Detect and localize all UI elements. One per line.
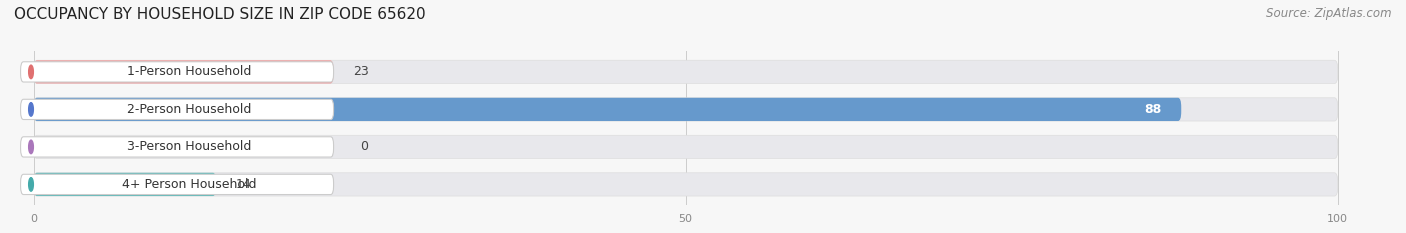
Circle shape [28, 140, 34, 154]
Text: 14: 14 [236, 178, 252, 191]
FancyBboxPatch shape [34, 60, 1337, 83]
FancyBboxPatch shape [21, 99, 333, 120]
Circle shape [28, 178, 34, 191]
FancyBboxPatch shape [34, 60, 333, 83]
Text: 2-Person Household: 2-Person Household [128, 103, 252, 116]
FancyBboxPatch shape [21, 137, 333, 157]
FancyBboxPatch shape [34, 98, 1181, 121]
Text: 3-Person Household: 3-Person Household [128, 140, 252, 153]
FancyBboxPatch shape [21, 62, 333, 82]
FancyBboxPatch shape [34, 173, 217, 196]
Text: 1-Person Household: 1-Person Household [128, 65, 252, 78]
Circle shape [28, 65, 34, 79]
FancyBboxPatch shape [34, 135, 1337, 158]
FancyBboxPatch shape [21, 174, 333, 195]
Text: 0: 0 [360, 140, 367, 153]
Text: 88: 88 [1144, 103, 1161, 116]
FancyBboxPatch shape [34, 98, 1337, 121]
Circle shape [28, 103, 34, 116]
Text: 4+ Person Household: 4+ Person Household [122, 178, 257, 191]
Text: 23: 23 [353, 65, 368, 78]
FancyBboxPatch shape [34, 173, 1337, 196]
Text: OCCUPANCY BY HOUSEHOLD SIZE IN ZIP CODE 65620: OCCUPANCY BY HOUSEHOLD SIZE IN ZIP CODE … [14, 7, 426, 22]
Text: Source: ZipAtlas.com: Source: ZipAtlas.com [1267, 7, 1392, 20]
